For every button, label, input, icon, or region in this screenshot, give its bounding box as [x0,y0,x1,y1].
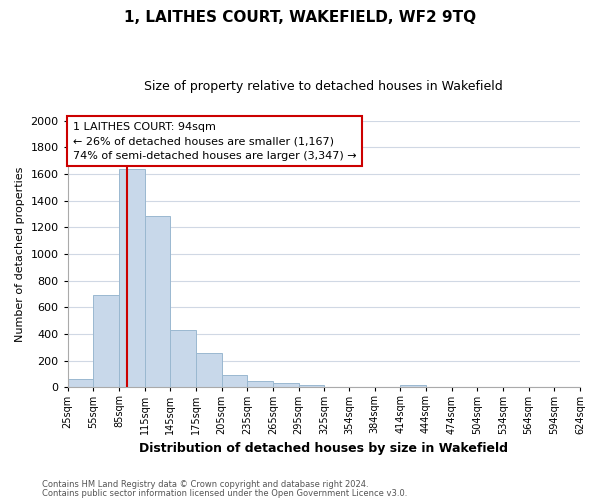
Bar [145,216,170,388]
X-axis label: Distribution of detached houses by size in Wakefield: Distribution of detached houses by size … [139,442,508,455]
Text: Contains public sector information licensed under the Open Government Licence v3: Contains public sector information licen… [42,488,407,498]
Bar [273,384,299,388]
Bar [400,386,426,388]
Bar [119,168,145,388]
Title: Size of property relative to detached houses in Wakefield: Size of property relative to detached ho… [145,80,503,93]
Bar [170,330,196,388]
Bar [68,378,94,388]
Text: Contains HM Land Registry data © Crown copyright and database right 2024.: Contains HM Land Registry data © Crown c… [42,480,368,489]
Bar [299,384,324,388]
Bar [221,376,247,388]
Y-axis label: Number of detached properties: Number of detached properties [15,166,25,342]
Bar [247,380,273,388]
Text: 1 LAITHES COURT: 94sqm
← 26% of detached houses are smaller (1,167)
74% of semi-: 1 LAITHES COURT: 94sqm ← 26% of detached… [73,122,356,160]
Text: 1, LAITHES COURT, WAKEFIELD, WF2 9TQ: 1, LAITHES COURT, WAKEFIELD, WF2 9TQ [124,10,476,25]
Bar [94,296,119,388]
Bar [196,354,221,388]
